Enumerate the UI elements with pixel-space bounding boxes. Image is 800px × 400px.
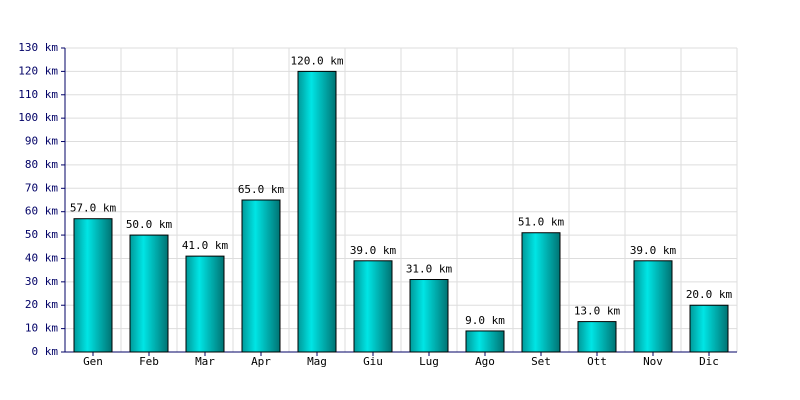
x-tick-label: Feb bbox=[139, 355, 159, 368]
value-label: 39.0 km bbox=[630, 244, 677, 257]
bar bbox=[297, 70, 337, 353]
y-tick-label: 130 km bbox=[18, 41, 58, 54]
x-tick-label: Lug bbox=[419, 355, 439, 368]
bar bbox=[185, 255, 225, 353]
x-tick-label: Ott bbox=[587, 355, 607, 368]
x-tick-label: Mar bbox=[195, 355, 215, 368]
bar bbox=[129, 234, 169, 353]
bar bbox=[73, 218, 113, 353]
x-tick-label: Set bbox=[531, 355, 551, 368]
y-tick-label: 110 km bbox=[18, 88, 58, 101]
value-label: 39.0 km bbox=[350, 244, 397, 257]
value-label: 9.0 km bbox=[465, 314, 505, 327]
value-label: 57.0 km bbox=[70, 202, 117, 215]
bar bbox=[689, 304, 729, 353]
value-label: 65.0 km bbox=[238, 183, 285, 196]
value-label: 13.0 km bbox=[574, 305, 621, 318]
bar bbox=[409, 279, 449, 353]
value-label: 50.0 km bbox=[126, 218, 173, 231]
y-tick-label: 0 km bbox=[32, 345, 59, 358]
x-tick-label: Ago bbox=[475, 355, 495, 368]
x-tick-label: Mag bbox=[307, 355, 327, 368]
y-tick-label: 80 km bbox=[25, 158, 58, 171]
x-tick-label: Giu bbox=[363, 355, 383, 368]
value-label: 120.0 km bbox=[291, 54, 344, 67]
y-tick-label: 20 km bbox=[25, 298, 58, 311]
y-tick-label: 50 km bbox=[25, 228, 58, 241]
value-label: 51.0 km bbox=[518, 216, 565, 229]
bar bbox=[577, 321, 617, 353]
bar bbox=[633, 260, 673, 353]
bar bbox=[521, 232, 561, 353]
x-tick-label: Apr bbox=[251, 355, 271, 368]
y-tick-label: 120 km bbox=[18, 64, 58, 77]
y-tick-label: 90 km bbox=[25, 135, 58, 148]
y-tick-label: 10 km bbox=[25, 322, 58, 335]
x-tick-label: Dic bbox=[699, 355, 719, 368]
bar bbox=[353, 260, 393, 353]
value-label: 31.0 km bbox=[406, 263, 453, 276]
y-tick-label: 40 km bbox=[25, 251, 58, 264]
x-tick-label: Nov bbox=[643, 355, 663, 368]
bar bbox=[465, 330, 505, 353]
value-label: 20.0 km bbox=[686, 288, 733, 301]
x-tick-label: Gen bbox=[83, 355, 103, 368]
y-tick-label: 100 km bbox=[18, 111, 58, 124]
y-tick-label: 30 km bbox=[25, 275, 58, 288]
bar bbox=[241, 199, 281, 353]
y-tick-label: 70 km bbox=[25, 181, 58, 194]
value-label: 41.0 km bbox=[182, 239, 229, 252]
y-tick-label: 60 km bbox=[25, 205, 58, 218]
